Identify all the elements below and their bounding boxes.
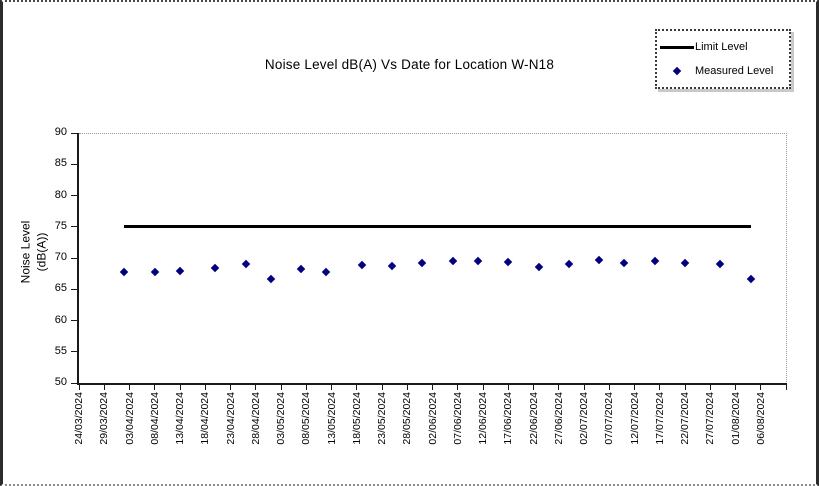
x-tick-label: 01/08/2024 xyxy=(729,392,742,445)
x-tick-label: 08/04/2024 xyxy=(148,392,161,445)
y-tick-mark xyxy=(71,382,77,384)
y-axis-line xyxy=(77,133,79,385)
y-axis-title-line1: Noise Level xyxy=(18,220,33,284)
x-tick-label: 13/05/2024 xyxy=(325,392,338,445)
x-tick-mark xyxy=(78,385,80,390)
x-tick-label: 12/06/2024 xyxy=(477,392,489,445)
x-tick-label: 23/05/2024 xyxy=(376,392,388,445)
x-tick-mark xyxy=(583,385,585,390)
legend-entry: Measured Level xyxy=(659,65,787,77)
x-tick-label: 02/06/2024 xyxy=(426,392,439,445)
x-tick-label: 07/06/2024 xyxy=(451,392,464,445)
x-tick-label: 28/05/2024 xyxy=(401,392,414,445)
x-tick-mark xyxy=(735,385,736,390)
x-tick-mark xyxy=(230,385,231,390)
x-tick-mark xyxy=(608,385,610,390)
x-tick-label: 02/07/2024 xyxy=(578,392,590,445)
x-tick-label: 22/06/2024 xyxy=(527,392,540,445)
chart-title: Noise Level dB(A) Vs Date for Location W… xyxy=(264,57,555,72)
x-tick-mark xyxy=(204,385,206,390)
x-tick-mark xyxy=(684,385,686,390)
x-tick-mark xyxy=(179,385,181,390)
plot-area xyxy=(79,133,787,384)
x-tick-label: 13/04/2024 xyxy=(174,392,186,445)
x-tick-label: 18/04/2024 xyxy=(199,392,212,445)
y-tick-mark xyxy=(71,195,77,196)
x-tick-label: 22/07/2024 xyxy=(679,392,691,445)
x-tick-mark xyxy=(305,385,307,390)
x-tick-label: 07/07/2024 xyxy=(603,392,616,445)
x-tick-label: 27/07/2024 xyxy=(704,392,717,445)
x-tick-label: 17/07/2024 xyxy=(653,392,666,445)
x-tick-mark xyxy=(129,385,130,390)
x-tick-label: 12/07/2024 xyxy=(628,392,641,445)
y-tick-label: 75 xyxy=(54,219,67,232)
x-tick-label: 17/06/2024 xyxy=(502,392,515,445)
x-tick-mark xyxy=(280,385,282,390)
x-tick-mark xyxy=(533,385,534,390)
x-tick-label: 03/04/2024 xyxy=(123,392,136,445)
x-tick-mark xyxy=(356,385,358,390)
x-tick-mark xyxy=(558,385,560,390)
x-tick-label: 29/03/2024 xyxy=(98,392,111,445)
x-tick-mark xyxy=(482,385,484,390)
x-tick-mark xyxy=(255,385,257,390)
y-tick-label: 80 xyxy=(54,188,67,201)
y-tick-mark xyxy=(71,132,77,134)
x-tick-mark xyxy=(103,385,105,390)
legend-label: Limit Level xyxy=(695,41,748,53)
x-tick-label: 18/05/2024 xyxy=(350,392,363,445)
x-tick-mark xyxy=(634,385,635,390)
y-tick-label: 85 xyxy=(54,157,67,170)
x-tick-label: 24/03/2024 xyxy=(73,392,85,445)
x-tick-label: 28/04/2024 xyxy=(249,392,262,445)
x-tick-label: 27/06/2024 xyxy=(552,392,565,445)
y-tick-label: 50 xyxy=(54,376,67,388)
y-tick-mark xyxy=(71,320,77,321)
y-tick-label: 70 xyxy=(54,251,67,263)
x-tick-label: 03/05/2024 xyxy=(275,392,287,445)
x-tick-label: 08/05/2024 xyxy=(300,392,313,445)
x-tick-mark xyxy=(381,385,383,390)
y-tick-label: 60 xyxy=(54,313,67,326)
x-tick-mark xyxy=(331,385,332,390)
y-tick-label: 90 xyxy=(54,126,67,138)
x-tick-mark xyxy=(709,385,711,390)
x-tick-mark xyxy=(457,385,459,390)
x-tick-label: 23/04/2024 xyxy=(224,392,237,445)
legend-entry: Limit Level xyxy=(659,41,787,53)
x-tick-mark xyxy=(659,385,661,390)
legend-line-swatch xyxy=(659,45,695,49)
x-tick-mark xyxy=(406,385,408,390)
y-tick-mark xyxy=(71,163,77,165)
x-tick-mark xyxy=(507,385,509,390)
x-tick-mark xyxy=(760,385,762,390)
y-tick-mark xyxy=(71,257,77,259)
y-tick-label: 65 xyxy=(54,282,67,295)
legend-diamond-icon xyxy=(659,66,695,76)
y-tick-mark xyxy=(71,351,77,353)
y-tick-label: 55 xyxy=(54,344,67,357)
legend: Limit Level Measured Level xyxy=(655,29,791,89)
x-tick-mark xyxy=(432,385,433,390)
limit-level-line xyxy=(124,225,751,229)
x-tick-label: 06/08/2024 xyxy=(754,392,767,445)
y-tick-mark xyxy=(71,226,77,228)
legend-label: Measured Level xyxy=(695,65,774,77)
x-tick-mark xyxy=(154,385,156,390)
x-axis-line xyxy=(77,383,787,385)
y-tick-mark xyxy=(71,288,77,290)
x-tick-mark xyxy=(785,385,787,390)
